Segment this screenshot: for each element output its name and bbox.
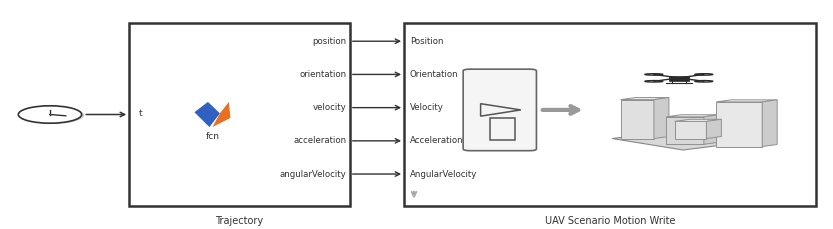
Text: acceleration: acceleration — [293, 136, 347, 145]
Polygon shape — [612, 127, 775, 150]
Polygon shape — [654, 98, 669, 139]
Text: position: position — [312, 37, 347, 46]
Circle shape — [18, 106, 82, 123]
Text: orientation: orientation — [299, 70, 347, 79]
FancyBboxPatch shape — [463, 69, 536, 151]
Text: Position: Position — [410, 37, 443, 46]
Polygon shape — [621, 98, 669, 100]
Polygon shape — [716, 100, 777, 102]
Polygon shape — [716, 102, 762, 147]
Text: velocity: velocity — [312, 103, 347, 112]
Text: fcn: fcn — [206, 132, 219, 141]
Text: Trajectory: Trajectory — [216, 216, 263, 226]
Text: AngularVelocity: AngularVelocity — [410, 169, 477, 179]
Polygon shape — [666, 115, 719, 117]
FancyBboxPatch shape — [669, 76, 689, 81]
FancyBboxPatch shape — [404, 23, 816, 206]
Polygon shape — [704, 115, 719, 144]
Text: angularVelocity: angularVelocity — [280, 169, 347, 179]
Text: Velocity: Velocity — [410, 103, 444, 112]
Polygon shape — [675, 119, 721, 121]
FancyBboxPatch shape — [129, 23, 350, 206]
Polygon shape — [621, 100, 654, 139]
Circle shape — [21, 106, 84, 124]
Polygon shape — [762, 100, 777, 147]
Polygon shape — [666, 117, 704, 144]
Text: UAV Scenario Motion Write: UAV Scenario Motion Write — [545, 216, 676, 226]
Polygon shape — [194, 102, 220, 127]
Text: Orientation: Orientation — [410, 70, 458, 79]
Polygon shape — [706, 119, 721, 139]
Polygon shape — [675, 121, 706, 139]
Text: Acceleration: Acceleration — [410, 136, 463, 145]
Text: t: t — [139, 109, 142, 118]
Polygon shape — [212, 102, 231, 127]
